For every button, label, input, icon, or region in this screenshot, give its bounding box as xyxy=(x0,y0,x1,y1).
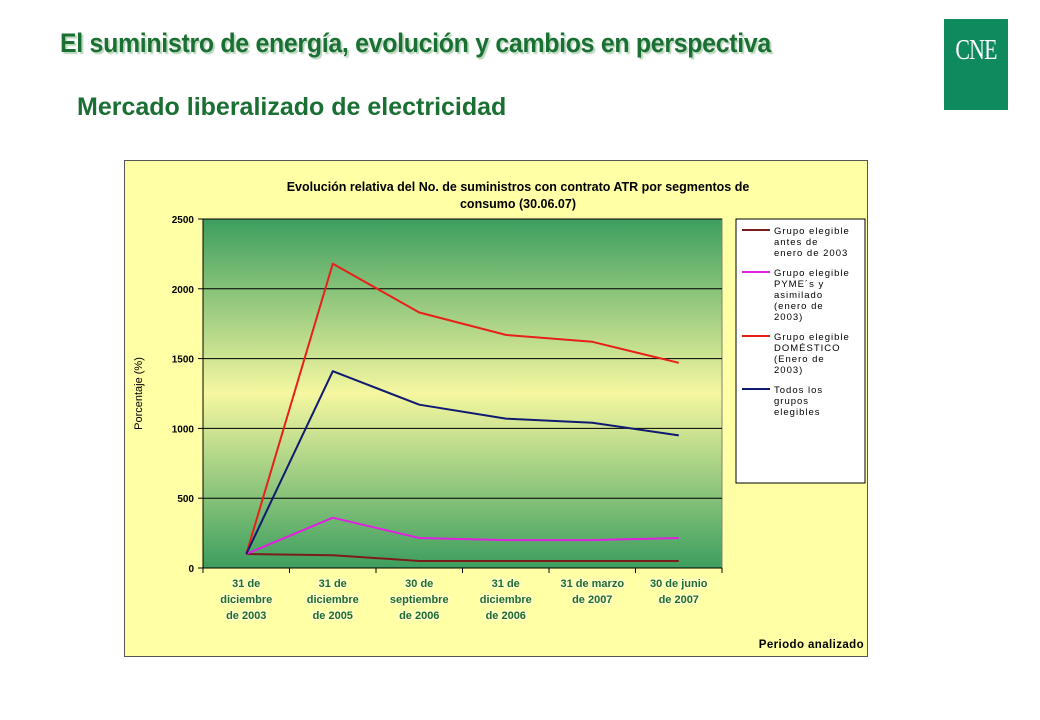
chart-title-line: consumo (30.06.07) xyxy=(460,197,576,211)
x-tick-label: diciembre xyxy=(220,594,272,606)
legend-entry-label: Todos los xyxy=(774,385,823,396)
chart-title-line: Evolución relativa del No. de suministro… xyxy=(287,180,750,194)
x-tick-label: 30 de xyxy=(405,578,433,590)
x-tick-label: de 2005 xyxy=(313,610,353,622)
series-line xyxy=(245,516,679,555)
legend-entry-label: PYME´s y xyxy=(774,279,824,290)
y-axis-label: Porcentaje (%) xyxy=(133,357,145,430)
x-tick-label: 31 de xyxy=(232,578,260,590)
x-tick-label: de 2007 xyxy=(572,594,612,606)
x-tick-label: de 2006 xyxy=(486,610,526,622)
slide-subtitle: Mercado liberalizado de electricidad xyxy=(77,93,507,121)
legend-entry-label: elegibles xyxy=(774,407,821,418)
x-tick-label: septiembre xyxy=(390,594,449,606)
legend-entry-label: grupos xyxy=(774,396,809,407)
y-tick-label: 2500 xyxy=(172,215,195,226)
legend-entry-label: Grupo elegible xyxy=(774,332,850,343)
x-tick-label: 31 de xyxy=(319,578,347,590)
legend-entry-label: 2003) xyxy=(774,312,803,323)
logo-text: CNE xyxy=(955,35,997,66)
series-line xyxy=(246,553,679,562)
series-line xyxy=(245,370,679,555)
legend-entry-label: (Enero de xyxy=(774,354,825,365)
x-tick-label: 31 de xyxy=(492,578,520,590)
legend-box xyxy=(735,218,866,484)
legend-entry-label: enero de 2003 xyxy=(774,248,848,259)
legend-entry-label: Grupo elegible xyxy=(774,226,850,237)
chart-svg: Evolución relativa del No. de suministro… xyxy=(133,180,866,651)
y-tick-label: 500 xyxy=(177,494,194,505)
x-tick-label: de 2007 xyxy=(659,594,699,606)
x-tick-label: diciembre xyxy=(480,594,532,606)
x-axis-label: Periodo analizado xyxy=(759,639,864,651)
x-tick-label: diciembre xyxy=(307,594,359,606)
plot-area xyxy=(202,218,723,569)
y-tick-label: 0 xyxy=(188,564,194,575)
series-line xyxy=(245,262,680,555)
x-tick-label: 30 de junio xyxy=(650,578,708,590)
legend-entry-label: DOMÉSTICO xyxy=(774,343,841,354)
y-tick-label: 1000 xyxy=(172,424,195,435)
x-tick-label: de 2006 xyxy=(399,610,439,622)
legend-entry-label: (enero de xyxy=(774,301,824,312)
y-tick-label: 2000 xyxy=(172,285,195,296)
chart-frame: Evolución relativa del No. de suministro… xyxy=(124,160,868,657)
x-tick-label: 31 de marzo xyxy=(560,578,624,590)
y-tick-label: 1500 xyxy=(172,355,195,366)
cne-logo: CNE xyxy=(944,19,1008,110)
slide-title: El suministro de energía, evolución y ca… xyxy=(60,28,771,58)
legend-entry-label: antes de xyxy=(774,237,818,248)
x-tick-label: de 2003 xyxy=(226,610,266,622)
legend-entry-label: 2003) xyxy=(774,365,803,376)
legend-entry-label: Grupo elegible xyxy=(774,268,850,279)
legend-entry-label: asimilado xyxy=(774,290,823,301)
